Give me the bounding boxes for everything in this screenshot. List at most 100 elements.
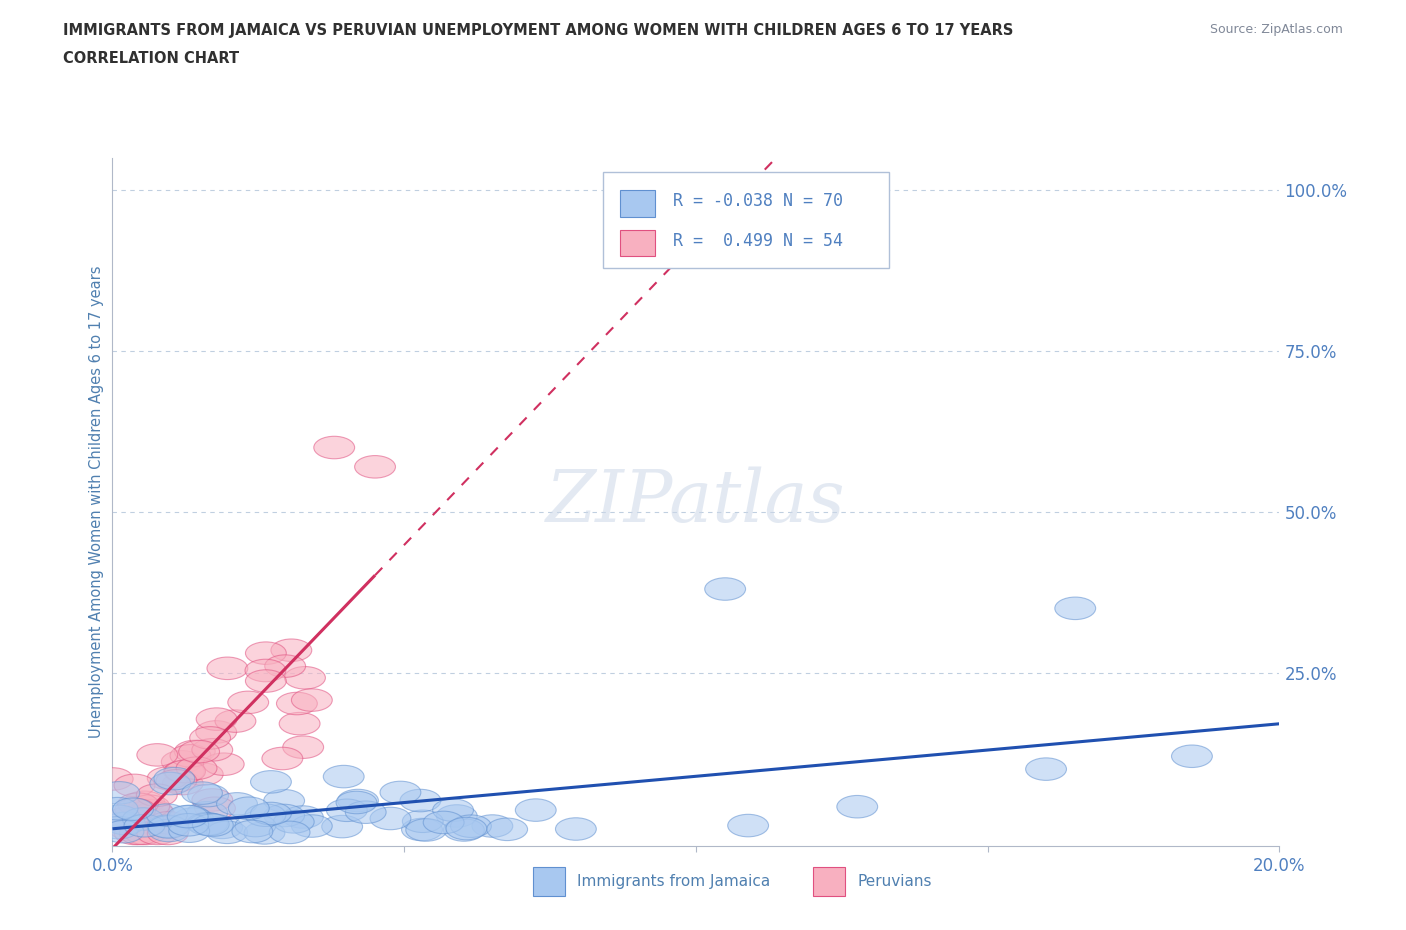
Ellipse shape xyxy=(337,790,378,812)
Ellipse shape xyxy=(283,736,323,759)
Ellipse shape xyxy=(173,808,214,830)
Ellipse shape xyxy=(93,767,134,790)
Ellipse shape xyxy=(284,667,325,689)
Ellipse shape xyxy=(120,822,160,844)
Ellipse shape xyxy=(191,789,233,811)
Ellipse shape xyxy=(148,767,188,790)
Ellipse shape xyxy=(136,822,177,844)
Ellipse shape xyxy=(450,815,491,837)
Ellipse shape xyxy=(436,804,477,828)
Ellipse shape xyxy=(380,781,420,804)
Ellipse shape xyxy=(124,815,165,837)
Ellipse shape xyxy=(215,710,256,732)
Ellipse shape xyxy=(246,642,287,664)
Ellipse shape xyxy=(354,456,395,478)
Text: R = -0.038: R = -0.038 xyxy=(672,193,773,210)
Ellipse shape xyxy=(114,774,155,797)
Ellipse shape xyxy=(197,708,238,730)
Ellipse shape xyxy=(472,815,513,837)
Ellipse shape xyxy=(115,798,156,821)
Ellipse shape xyxy=(1054,597,1095,619)
FancyBboxPatch shape xyxy=(813,867,845,896)
Ellipse shape xyxy=(322,816,363,838)
Ellipse shape xyxy=(245,804,285,827)
Ellipse shape xyxy=(150,772,191,795)
Ellipse shape xyxy=(232,820,273,843)
Ellipse shape xyxy=(170,745,211,767)
Ellipse shape xyxy=(187,813,228,835)
Ellipse shape xyxy=(167,814,208,836)
Text: Immigrants from Jamaica: Immigrants from Jamaica xyxy=(576,874,770,889)
Ellipse shape xyxy=(245,659,285,682)
Ellipse shape xyxy=(98,805,139,828)
Ellipse shape xyxy=(104,812,145,834)
Ellipse shape xyxy=(146,804,187,827)
FancyBboxPatch shape xyxy=(603,172,889,268)
Ellipse shape xyxy=(188,813,229,836)
Ellipse shape xyxy=(326,799,367,821)
Text: IMMIGRANTS FROM JAMAICA VS PERUVIAN UNEMPLOYMENT AMONG WOMEN WITH CHILDREN AGES : IMMIGRANTS FROM JAMAICA VS PERUVIAN UNEM… xyxy=(63,23,1014,38)
Ellipse shape xyxy=(446,817,486,840)
Ellipse shape xyxy=(132,800,173,822)
Ellipse shape xyxy=(228,691,269,713)
Ellipse shape xyxy=(250,803,291,825)
Ellipse shape xyxy=(194,797,235,819)
Ellipse shape xyxy=(134,802,174,825)
Text: R =  0.499: R = 0.499 xyxy=(672,232,773,249)
Ellipse shape xyxy=(97,797,138,820)
Ellipse shape xyxy=(283,805,323,829)
Ellipse shape xyxy=(1025,758,1067,780)
Ellipse shape xyxy=(190,726,231,750)
Ellipse shape xyxy=(433,799,474,821)
Ellipse shape xyxy=(704,578,745,600)
Ellipse shape xyxy=(201,817,243,839)
Ellipse shape xyxy=(264,804,305,827)
Ellipse shape xyxy=(195,721,236,743)
Ellipse shape xyxy=(118,793,159,816)
Ellipse shape xyxy=(136,784,177,806)
Y-axis label: Unemployment Among Women with Children Ages 6 to 17 years: Unemployment Among Women with Children A… xyxy=(89,266,104,738)
Ellipse shape xyxy=(273,811,314,833)
Ellipse shape xyxy=(169,820,209,843)
Ellipse shape xyxy=(314,436,354,458)
Ellipse shape xyxy=(103,820,143,843)
Ellipse shape xyxy=(179,740,219,763)
Ellipse shape xyxy=(165,760,205,783)
Ellipse shape xyxy=(217,792,257,815)
FancyBboxPatch shape xyxy=(533,867,565,896)
Ellipse shape xyxy=(148,812,188,834)
Ellipse shape xyxy=(423,811,464,833)
Text: Peruvians: Peruvians xyxy=(858,874,932,889)
Text: ZIPatlas: ZIPatlas xyxy=(546,467,846,538)
Ellipse shape xyxy=(181,782,222,804)
Ellipse shape xyxy=(98,781,139,804)
Ellipse shape xyxy=(136,744,177,766)
Ellipse shape xyxy=(149,819,190,842)
Text: CORRELATION CHART: CORRELATION CHART xyxy=(63,51,239,66)
Ellipse shape xyxy=(264,655,305,677)
Ellipse shape xyxy=(107,806,148,830)
Ellipse shape xyxy=(264,790,305,812)
Ellipse shape xyxy=(163,761,204,783)
FancyBboxPatch shape xyxy=(620,230,655,256)
Ellipse shape xyxy=(277,692,318,715)
Ellipse shape xyxy=(291,689,332,711)
Ellipse shape xyxy=(323,765,364,788)
Ellipse shape xyxy=(114,822,155,844)
Ellipse shape xyxy=(336,791,377,814)
Ellipse shape xyxy=(370,807,411,830)
Ellipse shape xyxy=(269,821,309,844)
Ellipse shape xyxy=(169,805,209,828)
Ellipse shape xyxy=(837,795,877,818)
Ellipse shape xyxy=(250,771,291,793)
Ellipse shape xyxy=(246,670,287,692)
Ellipse shape xyxy=(245,822,285,844)
Ellipse shape xyxy=(148,822,188,844)
Ellipse shape xyxy=(176,757,217,779)
Ellipse shape xyxy=(122,808,163,830)
Ellipse shape xyxy=(162,751,202,773)
Ellipse shape xyxy=(131,807,172,830)
Ellipse shape xyxy=(280,712,321,735)
Ellipse shape xyxy=(162,772,202,795)
Ellipse shape xyxy=(399,790,441,812)
